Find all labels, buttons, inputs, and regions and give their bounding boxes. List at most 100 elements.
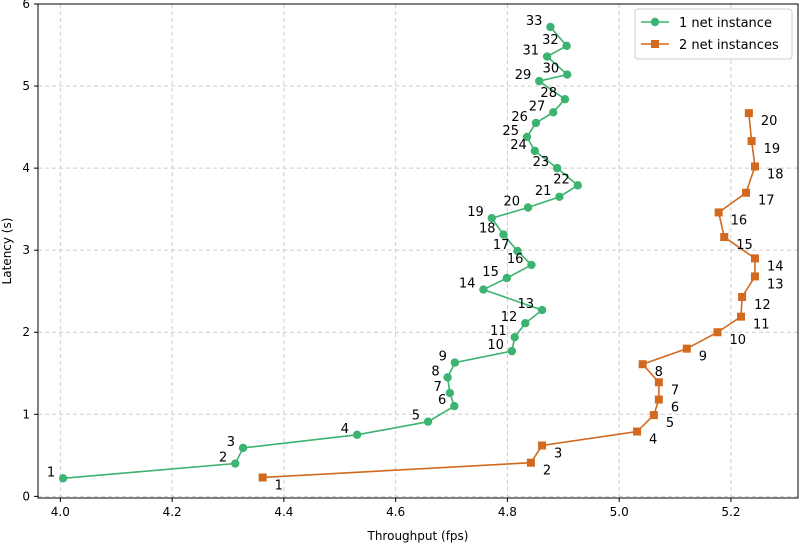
data-point-marker bbox=[443, 373, 452, 382]
data-point-label: 1 bbox=[275, 478, 283, 493]
data-point-marker bbox=[450, 358, 460, 367]
data-point-label: 6 bbox=[438, 393, 446, 408]
data-point-marker bbox=[523, 203, 533, 212]
y-tick-label: 2 bbox=[22, 325, 30, 339]
data-point-marker bbox=[479, 285, 488, 294]
legend-marker bbox=[651, 40, 659, 48]
data-point-marker bbox=[531, 118, 541, 128]
x-tick-label: 4.0 bbox=[51, 505, 70, 519]
data-point-label: 12 bbox=[501, 310, 518, 325]
data-point-marker bbox=[538, 441, 547, 450]
data-point-marker bbox=[737, 312, 745, 321]
data-point-label: 23 bbox=[533, 155, 550, 170]
legend-box bbox=[634, 8, 793, 60]
data-point-label: 24 bbox=[510, 138, 527, 153]
data-point-label: 29 bbox=[515, 68, 532, 83]
data-point-label: 11 bbox=[490, 324, 507, 339]
data-point-marker bbox=[654, 378, 663, 387]
x-axis-title: Throughput (fps) bbox=[367, 529, 469, 543]
data-point-marker bbox=[445, 388, 455, 398]
series-1 bbox=[58, 22, 583, 483]
data-point-label: 8 bbox=[655, 365, 663, 380]
data-point-label: 10 bbox=[730, 333, 747, 348]
data-point-marker bbox=[535, 76, 544, 86]
y-tick-label: 1 bbox=[22, 407, 30, 421]
data-point-marker bbox=[527, 260, 536, 270]
data-point-marker bbox=[573, 181, 583, 190]
data-point-marker bbox=[537, 305, 547, 315]
x-tick-label: 4.8 bbox=[498, 505, 517, 519]
data-point-label: 17 bbox=[758, 194, 775, 209]
data-point-marker bbox=[750, 162, 759, 171]
data-point-label: 16 bbox=[731, 213, 748, 228]
data-point-label: 22 bbox=[553, 172, 570, 187]
data-point-marker bbox=[654, 395, 663, 404]
y-tick-label: 6 bbox=[22, 0, 30, 11]
data-point-marker bbox=[738, 292, 747, 301]
data-point-marker bbox=[720, 233, 729, 242]
data-point-label: 26 bbox=[511, 110, 528, 125]
data-point-label: 9 bbox=[699, 350, 707, 365]
data-point-label: 7 bbox=[671, 383, 679, 398]
data-point-marker bbox=[742, 188, 751, 197]
data-point-label: 7 bbox=[434, 380, 442, 395]
data-point-label: 21 bbox=[535, 184, 552, 199]
data-point-marker bbox=[638, 360, 647, 369]
data-point-marker bbox=[450, 401, 459, 411]
x-tick-label: 5.2 bbox=[721, 505, 740, 519]
data-point-label: 3 bbox=[554, 446, 562, 461]
data-point-label: 17 bbox=[493, 238, 510, 253]
data-point-marker bbox=[546, 22, 555, 32]
x-tick-label: 4.6 bbox=[386, 505, 405, 519]
legend-label: 1 net instance bbox=[679, 16, 772, 31]
x-tick-label: 5.0 bbox=[610, 505, 629, 519]
data-point-label: 16 bbox=[507, 252, 524, 267]
y-tick-label: 4 bbox=[22, 161, 30, 175]
data-point-label: 27 bbox=[529, 99, 546, 114]
data-point-label: 20 bbox=[761, 114, 778, 129]
data-point-label: 20 bbox=[504, 195, 521, 210]
data-point-label: 5 bbox=[412, 409, 420, 424]
point-labels: 1234567891011121314151617181920212223242… bbox=[47, 14, 784, 494]
series bbox=[58, 22, 759, 483]
data-point-label: 6 bbox=[671, 401, 679, 416]
data-point-label: 18 bbox=[767, 167, 784, 182]
y-axis-title: Latency (s) bbox=[0, 218, 14, 285]
data-point-marker bbox=[750, 272, 759, 281]
data-point-label: 14 bbox=[767, 259, 784, 274]
x-tick-label: 4.4 bbox=[274, 505, 293, 519]
data-point-marker bbox=[522, 132, 532, 142]
data-point-label: 13 bbox=[767, 277, 784, 292]
data-point-marker bbox=[713, 328, 722, 337]
data-point-label: 19 bbox=[764, 142, 781, 157]
data-point-label: 2 bbox=[543, 464, 551, 479]
series-2 bbox=[258, 109, 759, 482]
data-point-marker bbox=[352, 430, 362, 440]
data-point-marker bbox=[649, 411, 658, 420]
data-point-label: 31 bbox=[523, 44, 540, 59]
plot-frame bbox=[37, 3, 799, 499]
data-point-marker bbox=[744, 109, 753, 118]
data-point-marker bbox=[552, 163, 562, 173]
data-point-marker bbox=[507, 346, 517, 356]
data-point-marker bbox=[510, 332, 519, 342]
data-point-label: 30 bbox=[543, 62, 560, 77]
data-point-marker bbox=[682, 344, 691, 353]
y-tick-label: 5 bbox=[22, 79, 30, 93]
data-point-marker bbox=[499, 230, 508, 239]
data-point-label: 2 bbox=[219, 451, 227, 466]
data-point-label: 1 bbox=[47, 465, 55, 480]
data-point-label: 33 bbox=[526, 14, 543, 29]
data-point-label: 9 bbox=[439, 350, 447, 365]
data-point-marker bbox=[542, 52, 552, 61]
data-point-label: 15 bbox=[482, 265, 499, 280]
data-point-label: 19 bbox=[467, 205, 484, 220]
data-point-marker bbox=[530, 146, 539, 156]
data-point-label: 28 bbox=[540, 86, 557, 101]
data-point-marker bbox=[549, 108, 558, 117]
data-point-marker bbox=[747, 137, 756, 146]
data-point-marker bbox=[238, 443, 248, 453]
data-point-marker bbox=[513, 246, 522, 256]
